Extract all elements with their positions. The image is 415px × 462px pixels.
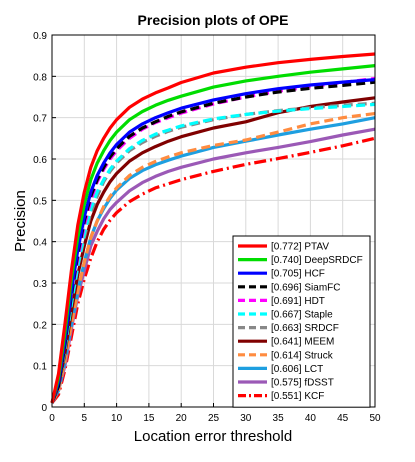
chart-title: Precision plots of OPE bbox=[138, 12, 289, 28]
y-tick-label: 0.4 bbox=[33, 238, 47, 249]
x-tick-label: 50 bbox=[369, 413, 381, 424]
legend-box bbox=[232, 235, 371, 408]
x-tick-label: 40 bbox=[305, 413, 317, 424]
x-tick-label: 45 bbox=[337, 413, 349, 424]
y-tick-label: 0.9 bbox=[33, 31, 47, 42]
legend-label-2: [0.705] HCF bbox=[271, 269, 325, 280]
legend-label-6: [0.663] SRDCF bbox=[271, 323, 339, 334]
x-tick-label: 35 bbox=[273, 413, 285, 424]
series-lines bbox=[50, 52, 376, 404]
series-line-2 bbox=[50, 78, 376, 404]
y-tick-label: 0.8 bbox=[33, 72, 47, 83]
y-axis-label: Precision bbox=[12, 190, 29, 252]
y-tick-label: 0.7 bbox=[33, 114, 47, 125]
x-tick-label: 30 bbox=[240, 413, 252, 424]
y-tick-label: 0.3 bbox=[33, 279, 47, 290]
x-tick-label: 0 bbox=[49, 413, 55, 424]
y-tick-label: 0.1 bbox=[33, 362, 47, 373]
axis-ticks: 0 5 10 15 20 25 30 35 40 45 50 0 0.1 0.2 0.3 0.4 0.5 0.6 0… bbox=[33, 31, 381, 424]
legend-label-8: [0.614] Struck bbox=[271, 350, 334, 361]
y-tick-label: 0.2 bbox=[33, 320, 47, 331]
x-tick-label: 20 bbox=[176, 413, 188, 424]
legend-label-10: [0.575] fDSST bbox=[271, 378, 334, 389]
legend-label-9: [0.606] LCT bbox=[271, 364, 323, 375]
legend-label-4: [0.691] HDT bbox=[271, 296, 325, 307]
x-tick-label: 10 bbox=[111, 413, 123, 424]
legend-label-11: [0.551] KCF bbox=[271, 391, 324, 402]
legend-label-3: [0.696] SiamFC bbox=[271, 282, 340, 293]
legend: [0.772] PTAV [0.740] DeepSRDCF [0.705] HCF… bbox=[232, 235, 371, 408]
x-axis-label: Location error threshold bbox=[134, 428, 292, 445]
x-tick-label: 5 bbox=[82, 413, 88, 424]
legend-label-7: [0.641] MEEM bbox=[271, 337, 334, 348]
legend-label-0: [0.772] PTAV bbox=[271, 242, 329, 253]
series-line-0 bbox=[50, 52, 376, 404]
series-line-11 bbox=[50, 136, 376, 404]
x-tick-label: 15 bbox=[143, 413, 155, 424]
x-tick-label: 25 bbox=[208, 413, 220, 424]
series-line-8 bbox=[50, 111, 376, 404]
legend-label-5: [0.667] Staple bbox=[271, 310, 333, 321]
y-tick-label: 0.5 bbox=[33, 196, 47, 207]
y-tick-label: 0 bbox=[41, 403, 47, 414]
legend-label-1: [0.740] DeepSRDCF bbox=[271, 255, 363, 266]
y-tick-label: 0.6 bbox=[33, 155, 47, 166]
